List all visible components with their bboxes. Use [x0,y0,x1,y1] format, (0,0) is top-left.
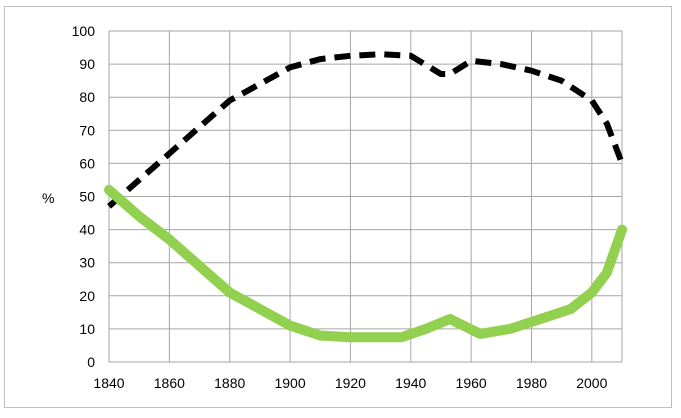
x-tick-label: 1960 [456,375,487,391]
x-tick-label: 1940 [395,375,426,391]
grid [108,30,623,363]
y-axis-ticks: 0 10 20 30 40 50 60 70 80 90 100 [72,23,96,370]
y-tick-label: 20 [79,288,95,304]
x-tick-label: 1920 [335,375,366,391]
y-tick-label: 0 [87,354,95,370]
series-line-1 [107,51,625,209]
y-tick-label: 30 [79,255,95,271]
x-tick-label: 1880 [214,375,245,391]
x-tick-label: 1840 [93,375,124,391]
series-group [104,51,627,343]
y-tick-label: 80 [79,89,95,105]
y-tick-label: 40 [79,222,95,238]
y-tick-label: 60 [79,155,95,171]
y-tick-label: 10 [79,321,95,337]
x-axis-ticks: 1840 1860 1880 1900 1920 1940 1960 1980 2000 [93,375,607,391]
x-tick-label: 1980 [516,375,547,391]
x-tick-label: 1900 [274,375,305,391]
y-tick-label: 50 [79,189,95,205]
y-tick-label: 90 [79,56,95,72]
y-tick-label: 70 [79,122,95,138]
x-tick-label: 1860 [154,375,185,391]
y-tick-label: 100 [72,23,96,39]
series-line-2 [104,184,627,343]
y-axis-label: % [42,190,54,206]
x-tick-label: 2000 [576,375,607,391]
